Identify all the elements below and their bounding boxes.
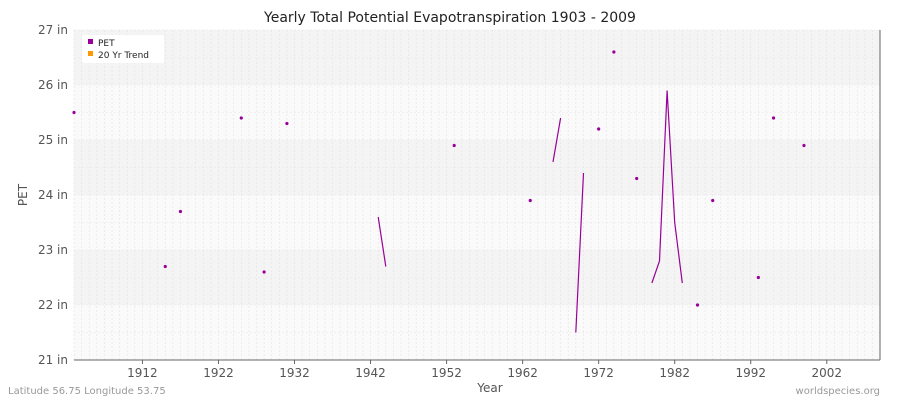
y-tick-label: 27 in <box>38 23 68 37</box>
y-tick-label: 24 in <box>38 188 68 202</box>
x-tick-label: 1992 <box>735 366 766 380</box>
legend-swatch-trend <box>88 51 93 56</box>
y-axis-label: PET <box>16 183 30 206</box>
data-point <box>72 110 76 115</box>
data-point <box>239 116 243 120</box>
data-point <box>178 209 183 214</box>
data-point <box>262 270 266 274</box>
series-line <box>651 90 683 284</box>
legend-label-pet: PET <box>98 39 115 49</box>
series-line <box>552 117 562 163</box>
data-point <box>756 275 760 280</box>
x-tick-label: 1972 <box>583 366 614 380</box>
data-point <box>452 143 456 148</box>
y-tick-labels: 21 in 22 in 23 in 24 in 25 in 26 in 27 in <box>38 23 68 367</box>
data-point <box>285 121 289 126</box>
data-point <box>711 198 715 203</box>
legend: PET 20 Yr Trend <box>82 35 164 63</box>
y-tick-label: 23 in <box>38 243 68 257</box>
grid-lines <box>73 29 881 361</box>
legend-box <box>82 35 164 63</box>
x-tick-labels: 1912 1922 1932 1942 1952 1962 1972 1982 1992 2002 <box>127 366 842 380</box>
series-line <box>575 172 585 333</box>
legend-swatch-pet <box>88 39 93 44</box>
axes <box>74 30 881 364</box>
footer-source: worldspecies.org <box>796 386 880 397</box>
y-tick-label: 22 in <box>38 298 68 312</box>
x-tick-label: 1952 <box>431 366 462 380</box>
x-axis-label: Year <box>476 381 502 395</box>
series-line <box>377 216 387 267</box>
data-point <box>635 176 639 181</box>
legend-label-trend: 20 Yr Trend <box>98 51 149 61</box>
data-point <box>802 143 806 148</box>
data-point <box>612 50 616 54</box>
y-tick-label: 25 in <box>38 133 68 147</box>
x-tick-label: 1942 <box>355 366 386 380</box>
y-tick-label: 26 in <box>38 78 68 92</box>
data-point <box>163 264 167 269</box>
x-tick-label: 1962 <box>507 366 538 380</box>
data-point <box>528 198 532 203</box>
y-tick-label: 21 in <box>38 353 68 367</box>
chart-title: Yearly Total Potential Evapotranspiratio… <box>263 10 636 26</box>
x-tick-label: 1912 <box>127 366 158 380</box>
footer-coordinates: Latitude 56.75 Longitude 53.75 <box>8 386 166 397</box>
x-tick-label: 1982 <box>659 366 690 380</box>
series-layer <box>72 50 806 333</box>
x-tick-label: 1932 <box>279 366 310 380</box>
x-tick-label: 2002 <box>812 366 843 380</box>
data-point <box>597 127 601 131</box>
data-point <box>695 303 700 307</box>
x-tick-label: 1922 <box>203 366 234 380</box>
data-point <box>771 116 776 120</box>
